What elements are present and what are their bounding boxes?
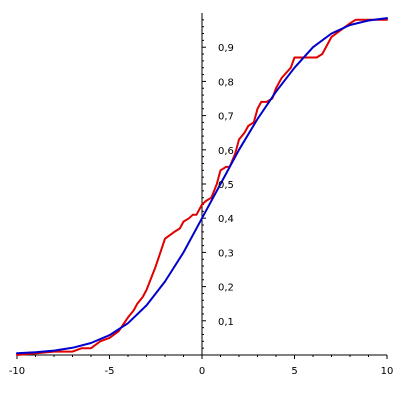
- y-tick-label: 0,4: [218, 214, 234, 225]
- axes: [16, 13, 388, 359]
- tick-labels: -10 -5 0 5 10 0,1 0,2 0,3 0,4 0,5 0,6 0,7 0,8 0,9: [9, 43, 394, 377]
- y-tick-label: 0,9: [218, 43, 234, 54]
- x-tick-label: 5: [291, 366, 297, 377]
- x-tick-label: 0: [199, 366, 205, 377]
- x-tick-label: -5: [105, 366, 115, 377]
- y-tick-label: 0,8: [218, 77, 234, 88]
- series-layer: [16, 17, 388, 356]
- series-line-blue: [16, 17, 388, 355]
- x-tick-label: -10: [9, 366, 25, 377]
- y-tick-label: 0,2: [218, 283, 234, 294]
- y-tick-label: 0,3: [218, 248, 234, 259]
- y-tick-label: 0,6: [218, 146, 234, 157]
- series-line-red: [16, 18, 388, 356]
- y-tick-label: 0,7: [218, 112, 234, 123]
- x-tick-label: 10: [381, 366, 394, 377]
- y-tick-label: 0,1: [218, 317, 234, 328]
- y-tick-label: 0,5: [218, 180, 234, 191]
